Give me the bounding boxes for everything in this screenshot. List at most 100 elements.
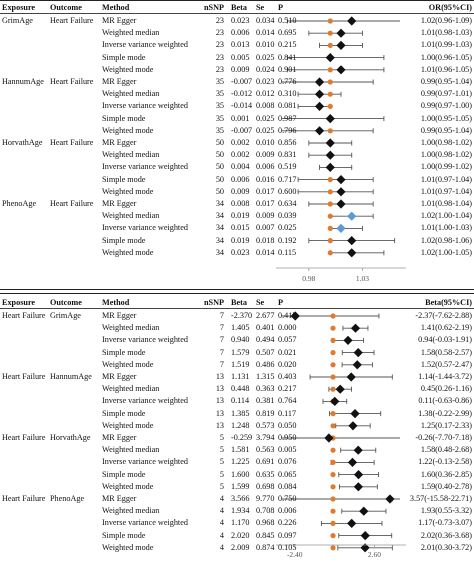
row-estimate: 1.00(0.98-1.02)	[420, 138, 472, 147]
row-se: 0.008	[256, 101, 275, 111]
header-method: Method	[102, 3, 130, 12]
row-method: Inverse variance weighted	[102, 40, 188, 50]
row-p: 0.856	[278, 138, 297, 147]
reference-dot	[330, 545, 336, 551]
row-beta: 1.131	[231, 372, 250, 381]
row-p: 0.117	[278, 408, 297, 418]
row-se: 0.012	[256, 89, 275, 99]
row-exposure: HorvathAge	[2, 138, 43, 147]
point-estimate-diamond	[385, 494, 395, 504]
row-beta: 0.023	[231, 247, 250, 257]
row-beta: 2.009	[231, 542, 250, 552]
row-se: 0.563	[256, 445, 275, 455]
row-p: 0.076	[278, 457, 297, 467]
point-estimate-diamond	[336, 187, 346, 197]
row-beta: 0.940	[231, 335, 250, 345]
header-nsnp: nSNP	[203, 3, 224, 12]
row-method: Weighted mode	[102, 359, 154, 369]
row-p: 0.039	[278, 211, 297, 221]
row-p: 0.717	[278, 174, 297, 184]
row-p: 0.020	[278, 359, 297, 369]
row-method: Simple mode	[102, 235, 146, 245]
point-estimate-diamond	[330, 396, 340, 406]
header-p: P	[278, 298, 284, 307]
header-p: P	[278, 3, 284, 12]
row-method: Weighted median	[102, 506, 160, 516]
row-method: Simple mode	[102, 469, 146, 479]
point-estimate-diamond	[350, 409, 360, 419]
reference-dot	[330, 386, 336, 392]
row-estimate: 0.45(0.26-1.16)	[420, 384, 472, 394]
row-nsnp: 50	[215, 150, 224, 160]
row-se: 0.635	[256, 469, 275, 479]
header-nsnp: nSNP	[203, 298, 224, 307]
row-se: 0.381	[256, 396, 275, 406]
reference-dot	[327, 128, 333, 134]
row-estimate: 1.01(0.97-1.04)	[420, 186, 472, 196]
reference-dot	[327, 213, 333, 219]
row-method: MR Egger	[102, 16, 137, 25]
row-p: 0.192	[278, 235, 297, 245]
row-method: MR Egger	[102, 433, 137, 442]
point-estimate-diamond	[359, 506, 369, 516]
row-beta: 3.566	[231, 494, 250, 503]
row-nsnp: 35	[215, 125, 224, 135]
row-method: Weighted mode	[102, 420, 154, 430]
reference-dot	[327, 91, 333, 97]
header-estimate: OR(95%CI)	[428, 3, 472, 12]
row-estimate: 1.00(0.99-1.02)	[420, 162, 472, 172]
row-estimate: 1.93(0.55-3.32)	[420, 506, 472, 516]
point-estimate-diamond	[325, 150, 335, 160]
row-outcome: Heart Failure	[50, 138, 94, 147]
row-nsnp: 13	[215, 372, 224, 381]
row-method: Simple mode	[102, 530, 146, 540]
row-se: 0.025	[256, 125, 275, 135]
reference-dot	[330, 496, 336, 502]
row-beta: 0.019	[231, 211, 250, 221]
reference-dot	[327, 42, 333, 49]
row-nsnp: 4	[219, 530, 224, 540]
row-se: 0.006	[256, 162, 275, 172]
row-estimate: 1.02(1.00-1.05)	[420, 247, 472, 257]
reference-dot	[330, 337, 336, 343]
row-method: MR Egger	[102, 199, 137, 208]
row-p: 0.005	[278, 445, 297, 455]
point-estimate-diamond	[346, 372, 356, 382]
row-se: 0.014	[256, 247, 275, 257]
row-beta: 1.405	[231, 323, 250, 333]
row-method: Inverse variance weighted	[102, 162, 188, 172]
forest-plot-svg: 0.98 1.03	[276, 16, 406, 283]
header-underline	[0, 13, 474, 14]
reference-dot	[327, 238, 333, 244]
row-estimate: 1.22(-0.13-2.58)	[418, 457, 472, 467]
point-estimate-diamond	[347, 457, 358, 467]
row-nsnp: 7	[219, 359, 224, 369]
reference-dot	[327, 225, 333, 231]
row-estimate: 1.02(0.98-1.06)	[420, 235, 472, 245]
row-p: 0.025	[278, 223, 297, 233]
point-estimate-diamond	[336, 40, 346, 50]
row-beta: 0.005	[231, 52, 250, 62]
row-estimate: 1.02(0.96-1.09)	[420, 16, 472, 25]
row-method: Weighted mode	[102, 186, 154, 196]
reference-dot	[330, 423, 336, 429]
row-se: 0.968	[256, 518, 275, 528]
reference-dot	[327, 79, 333, 85]
point-estimate-diamond	[325, 138, 335, 148]
row-p: 0.217	[278, 384, 297, 394]
reference-dot	[330, 325, 336, 331]
row-beta: 1.385	[231, 408, 250, 418]
row-outcome: Heart Failure	[50, 77, 94, 86]
row-estimate: 1.58(0.48-2.68)	[420, 445, 472, 455]
row-p: 0.796	[278, 125, 297, 135]
row-beta: 0.448	[231, 384, 250, 394]
row-beta: 1.581	[231, 445, 250, 455]
header-outcome: Outcome	[50, 3, 82, 12]
row-se: 0.363	[256, 384, 275, 394]
row-beta: 0.009	[231, 64, 250, 74]
x-tick-label: 0.98	[302, 274, 315, 283]
row-beta: 1.599	[231, 481, 250, 491]
point-estimate-diamond	[314, 101, 325, 111]
row-nsnp: 23	[215, 16, 224, 25]
row-outcome: Heart Failure	[50, 16, 94, 25]
